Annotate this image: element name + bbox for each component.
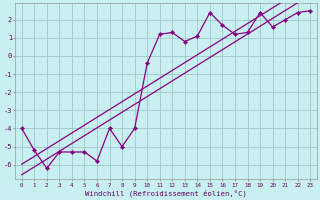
X-axis label: Windchill (Refroidissement éolien,°C): Windchill (Refroidissement éolien,°C): [85, 189, 247, 197]
